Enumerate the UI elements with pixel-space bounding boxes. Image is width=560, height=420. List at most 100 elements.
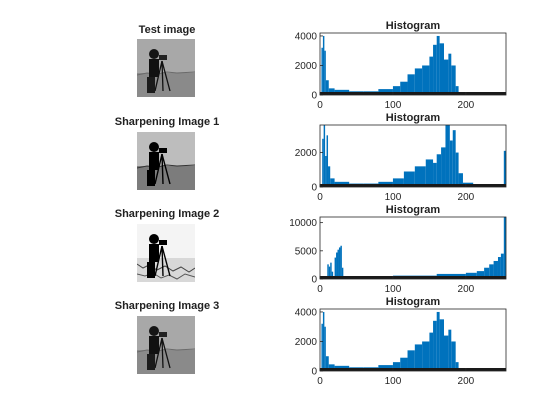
hist-2-bar-1 — [322, 138, 324, 187]
hist-2-bar-13 — [414, 166, 426, 187]
hist-1-xtick-label-2: 200 — [458, 100, 475, 111]
hist-4-bar-17 — [436, 311, 440, 371]
hist-2-bar-14 — [425, 159, 434, 187]
hist-2-bar-16 — [436, 154, 442, 187]
hist-1-bar-22 — [455, 86, 459, 95]
hist-2-xtick-label-1: 100 — [385, 192, 402, 203]
sharpened-image-2 — [137, 224, 195, 282]
hist-3-bar-23 — [503, 217, 506, 279]
hist-4-ytick-label-0: 0 — [311, 367, 317, 378]
hist-1-xtick-label-1: 100 — [385, 100, 402, 111]
hist-1-axes-box — [319, 32, 507, 96]
hist-2-bar-12 — [403, 171, 415, 187]
hist-1-bar-20 — [448, 53, 452, 95]
hist-2-bar-26 — [503, 150, 506, 187]
hist-4-bar-2 — [322, 311, 325, 371]
hist-3-bar-3 — [330, 262, 332, 279]
hist-3-bar-8 — [337, 249, 339, 279]
hist-2-bar-20 — [452, 130, 456, 187]
hist-3-baseline-strip — [320, 276, 506, 279]
hist-1-title: Histogram — [386, 20, 441, 32]
hist-3-bar-6 — [334, 257, 337, 279]
hist-1-xtick-label-0: 0 — [317, 100, 323, 111]
hist-2-bar-17 — [441, 147, 446, 187]
hist-4-xtick-label-0: 0 — [317, 376, 323, 387]
hist-3-axes-box — [319, 216, 507, 280]
hist-4-bar-16 — [433, 320, 437, 371]
hist-4-bar-5 — [328, 364, 335, 371]
hist-4-baseline-strip — [320, 368, 506, 371]
hist-4-bar-11 — [400, 357, 408, 371]
image-title-4: Sharpening Image 3 — [114, 300, 220, 312]
hist-4-xtick-label-2: 200 — [458, 376, 475, 387]
image-title-3: Sharpening Image 2 — [114, 208, 220, 220]
hist-3-ytick-label-2: 10000 — [289, 218, 317, 229]
hist-4-axes-box — [319, 308, 507, 372]
hist-2-bar-2 — [323, 125, 326, 187]
hist-2-bar-6 — [330, 178, 335, 187]
hist-4-bar-15 — [429, 332, 434, 371]
hist-1-bar-2 — [322, 35, 325, 95]
hist-3-xtick-label-2: 200 — [458, 284, 475, 295]
hist-2-xtick-label-2: 200 — [458, 192, 475, 203]
hist-1-bar-19 — [444, 59, 449, 95]
hist-4-bar-21 — [451, 341, 456, 371]
hist-3-ytick-label-0: 0 — [311, 275, 317, 286]
hist-4-title: Histogram — [386, 296, 441, 308]
sharpened-image-1 — [137, 132, 195, 190]
hist-3-bar-11 — [341, 267, 344, 279]
hist-4-ytick-label-2: 4000 — [295, 307, 318, 318]
hist-4-bar-12 — [407, 350, 415, 371]
hist-2-bar-21 — [455, 152, 459, 187]
test-image — [137, 39, 195, 97]
hist-3-bar-17 — [476, 271, 485, 279]
image-title-1: Test image — [138, 24, 196, 36]
hist-1-ytick-label-0: 0 — [311, 91, 317, 102]
hist-2-bar-4 — [326, 135, 329, 187]
hist-4-bar-4 — [325, 356, 329, 371]
hist-4-bar-20 — [448, 329, 452, 371]
hist-1-bar-21 — [451, 65, 456, 95]
hist-2-bar-11 — [392, 178, 404, 187]
hist-1-bar-17 — [436, 35, 440, 95]
hist-1-bar-15 — [429, 56, 434, 95]
hist-3-xtick-label-0: 0 — [317, 284, 323, 295]
hist-1-bar-11 — [400, 81, 408, 95]
hist-4-bar-14 — [422, 341, 430, 371]
hist-2-ytick-label-1: 2000 — [295, 148, 318, 159]
hist-4-bar-19 — [444, 335, 449, 371]
hist-1-bar-14 — [422, 65, 430, 95]
hist-2-xtick-label-0: 0 — [317, 192, 323, 203]
hist-4-bar-22 — [455, 362, 459, 371]
hist-3-bar-16 — [465, 272, 477, 279]
hist-2-bar-3 — [325, 156, 327, 187]
hist-1-baseline-strip — [320, 92, 506, 95]
hist-4-ytick-label-1: 2000 — [295, 337, 318, 348]
hist-3-ytick-label-1: 5000 — [295, 246, 318, 257]
hist-2-ytick-label-0: 0 — [311, 183, 317, 194]
hist-1-bar-5 — [328, 88, 335, 95]
hist-4-xtick-label-1: 100 — [385, 376, 402, 387]
hist-3-title: Histogram — [386, 204, 441, 216]
hist-1-ytick-label-2: 4000 — [295, 31, 318, 42]
hist-3-bar-20 — [493, 260, 498, 279]
hist-1-bar-4 — [325, 80, 329, 95]
hist-3-bar-7 — [336, 252, 338, 279]
hist-3-bar-10 — [340, 245, 342, 279]
hist-2-bar-18 — [445, 125, 450, 187]
hist-3-xtick-label-1: 100 — [385, 284, 402, 295]
hist-4-bar-3 — [324, 326, 326, 371]
hist-1-bar-1 — [321, 47, 323, 95]
hist-2-bar-19 — [449, 140, 453, 187]
hist-4-bar-1 — [321, 323, 323, 371]
hist-1-bar-16 — [433, 44, 437, 95]
hist-3-bar-2 — [328, 266, 331, 279]
hist-1-bar-18 — [439, 43, 444, 95]
hist-3-bar-22 — [500, 253, 504, 279]
hist-1-ytick-label-1: 2000 — [295, 61, 318, 72]
hist-4-bar-13 — [414, 344, 423, 371]
hist-3-bar-19 — [489, 264, 494, 279]
hist-1-bar-12 — [407, 74, 415, 95]
